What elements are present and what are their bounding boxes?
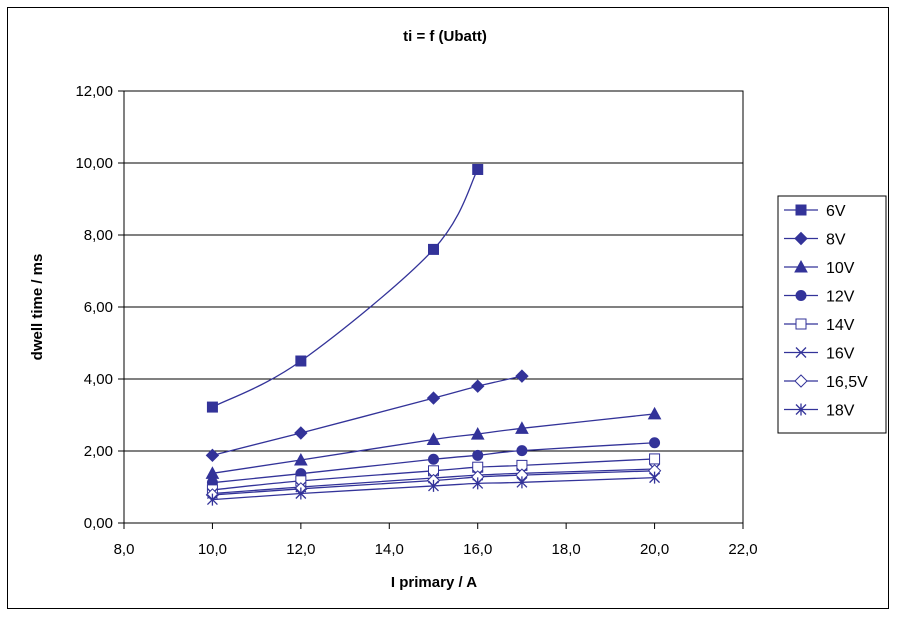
series-6V [206, 163, 484, 413]
legend-item: 14V [784, 317, 855, 334]
data-point [472, 449, 484, 461]
data-point [649, 471, 661, 484]
series-group [205, 163, 662, 506]
legend-label: 14V [826, 317, 855, 334]
data-point [649, 437, 661, 449]
legend-marker [795, 403, 807, 416]
legend-label: 18V [826, 403, 855, 420]
legend-item: 12V [784, 289, 855, 306]
y-tick-label: 2,00 [84, 443, 113, 460]
legend-marker [795, 318, 807, 330]
axis-ticks: 0,00 2,00 4,00 6,00 8,00 10,00 12,00 8,0 10,0 12,… [75, 83, 757, 558]
x-tick-label: 22,0 [728, 541, 757, 558]
legend-label: 16V [826, 346, 855, 363]
data-point [470, 427, 485, 440]
series-8V [205, 369, 529, 463]
chart-title: ti = f (Ubatt) [403, 28, 487, 45]
y-tick-label: 8,00 [84, 227, 113, 244]
legend-label: 8V [826, 232, 846, 249]
legend-label: 10V [826, 260, 855, 277]
x-tick-label: 20,0 [640, 541, 669, 558]
data-point [515, 369, 529, 383]
series-line [212, 458, 655, 491]
x-tick-label: 18,0 [552, 541, 581, 558]
series-line [212, 470, 655, 496]
legend-item: 6V [784, 203, 846, 220]
series-10V [205, 406, 662, 479]
data-point [294, 426, 308, 440]
legend-marker [795, 290, 807, 301]
y-tick-label: 10,00 [75, 155, 113, 172]
x-tick-label: 14,0 [375, 541, 404, 558]
y-tick-label: 0,00 [84, 515, 113, 532]
series-line [212, 442, 655, 484]
data-point [295, 355, 307, 367]
legend-marker [794, 374, 808, 388]
legend-item: 16V [784, 346, 855, 363]
data-point [515, 421, 529, 434]
y-axis-label: dwell time / ms [29, 254, 46, 361]
data-point [426, 391, 441, 405]
legend-item: 8V [784, 232, 846, 249]
y-tick-label: 6,00 [84, 299, 113, 316]
data-point [295, 487, 307, 500]
data-point [426, 432, 441, 445]
x-axis-label: I primary / A [391, 574, 477, 591]
series-16-5V [205, 464, 662, 502]
data-point [472, 477, 484, 490]
data-point [205, 448, 220, 463]
legend: 6V 8V 10V 12V 14V 16V 16,5V 18V [777, 195, 887, 434]
data-point [647, 406, 662, 420]
legend-box [777, 195, 887, 434]
data-point [206, 401, 218, 413]
legend-item: 16,5V [784, 374, 868, 391]
legend-marker [794, 259, 808, 273]
legend-marker [795, 204, 807, 216]
data-point [428, 453, 439, 465]
legend-item: 18V [784, 403, 855, 420]
data-point [516, 445, 528, 457]
x-tick-label: 10,0 [198, 541, 227, 558]
data-point [294, 452, 308, 466]
data-point [428, 243, 439, 255]
data-point [472, 163, 484, 175]
series-line [212, 413, 655, 474]
x-tick-label: 8,0 [114, 541, 135, 558]
legend-marker [795, 347, 807, 358]
y-tick-label: 12,00 [75, 83, 113, 100]
data-point [428, 479, 439, 492]
x-tick-label: 12,0 [286, 541, 315, 558]
series-line [212, 169, 479, 408]
data-point [516, 476, 528, 489]
legend-item: 10V [784, 259, 855, 277]
data-point [206, 493, 218, 506]
series-18V [206, 471, 661, 506]
y-tick-label: 4,00 [84, 371, 113, 388]
series-line [212, 468, 655, 495]
legend-label: 16,5V [826, 374, 868, 391]
chart-frame [7, 7, 889, 609]
legend-marker [794, 231, 808, 246]
legend-label: 6V [826, 203, 846, 220]
series-line [212, 375, 523, 456]
legend-label: 12V [826, 289, 855, 306]
series-line [212, 476, 655, 501]
data-point [649, 453, 661, 465]
data-point [471, 379, 485, 393]
x-tick-label: 16,0 [463, 541, 492, 558]
